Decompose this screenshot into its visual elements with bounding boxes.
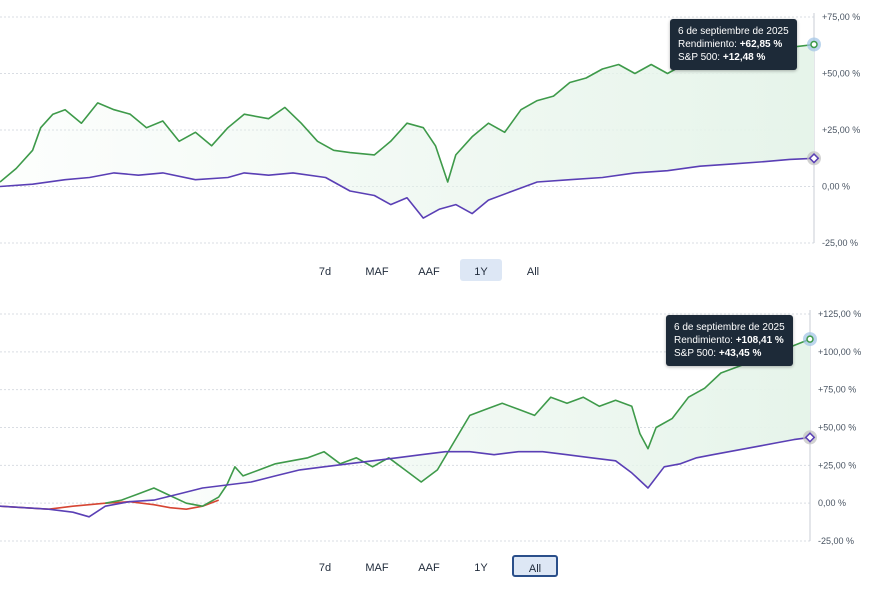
performance-chart-1y[interactable]: -25,00 % 0,00 % +25,00 % +50,00 % +75,00 % — [0, 0, 871, 260]
series-line-benchmark — [0, 157, 815, 219]
tooltip-benchmark-row: S&P 500: +43,45 % — [674, 347, 785, 360]
y-tick-label: +125,00 % — [818, 309, 861, 319]
range-button-aaf[interactable]: AAF — [408, 259, 450, 281]
tooltip-return-row: Rendimiento: +108,41 % — [674, 334, 785, 347]
outperformance-area — [105, 339, 811, 507]
tooltip-return-label: Rendimiento: — [678, 39, 737, 50]
y-tick-label: +75,00 % — [822, 12, 860, 22]
chart-tooltip-1y: 6 de septiembre de 2025 Rendimiento: +62… — [670, 19, 797, 70]
y-tick-label: +100,00 % — [818, 347, 861, 357]
y-tick-label: +25,00 % — [818, 460, 856, 470]
chart-tooltip-all: 6 de septiembre de 2025 Rendimiento: +10… — [666, 315, 793, 366]
y-tick-label: +75,00 % — [818, 385, 856, 395]
tooltip-return-label: Rendimiento: — [674, 335, 733, 346]
tooltip-benchmark-label: S&P 500: — [678, 52, 721, 63]
chart-panel-all: -25,00 % 0,00 % +25,00 % +50,00 % +75,00 % +1… — [0, 300, 871, 589]
outperformance-area — [0, 44, 814, 219]
tooltip-return-row: Rendimiento: +62,85 % — [678, 38, 789, 51]
tooltip-benchmark-label: S&P 500: — [674, 348, 717, 359]
tooltip-benchmark-value: +43,45 % — [718, 348, 762, 359]
time-range-selector-1y: 7d MAF AAF 1Y All — [304, 259, 564, 281]
range-button-aaf[interactable]: AAF — [408, 555, 450, 577]
series-line-benchmark — [0, 436, 811, 518]
y-tick-label: -25,00 % — [822, 238, 858, 248]
range-button-1y[interactable]: 1Y — [460, 555, 502, 577]
series-line-portfolio — [105, 338, 811, 507]
tooltip-return-value: +108,41 % — [735, 335, 784, 346]
range-button-maf[interactable]: MAF — [356, 259, 398, 281]
range-button-all[interactable]: All — [512, 555, 558, 577]
tooltip-benchmark-row: S&P 500: +12,48 % — [678, 51, 789, 64]
y-tick-label: +50,00 % — [818, 423, 856, 433]
tooltip-benchmark-value: +12,48 % — [722, 52, 766, 63]
end-marker-portfolio — [806, 335, 814, 343]
end-marker-benchmark — [808, 152, 820, 164]
y-tick-label: 0,00 % — [818, 498, 846, 508]
range-button-7d[interactable]: 7d — [304, 259, 346, 281]
y-tick-label: 0,00 % — [822, 182, 850, 192]
tooltip-return-value: +62,85 % — [739, 39, 783, 50]
tooltip-date: 6 de septiembre de 2025 — [674, 322, 785, 333]
range-button-7d[interactable]: 7d — [304, 555, 346, 577]
range-button-maf[interactable]: MAF — [356, 555, 398, 577]
end-marker-portfolio — [810, 40, 818, 49]
chart-panel-1y: -25,00 % 0,00 % +25,00 % +50,00 % +75,00 % 6… — [0, 0, 871, 290]
tooltip-date: 6 de septiembre de 2025 — [678, 26, 789, 37]
time-range-selector-all: 7d MAF AAF 1Y All — [304, 555, 568, 577]
y-tick-label: +50,00 % — [822, 69, 860, 79]
range-button-all[interactable]: All — [512, 259, 554, 281]
y-tick-label: -25,00 % — [818, 536, 854, 546]
range-button-1y[interactable]: 1Y — [460, 259, 502, 281]
performance-chart-all[interactable]: -25,00 % 0,00 % +25,00 % +50,00 % +75,00 % +1… — [0, 300, 871, 555]
y-tick-label: +25,00 % — [822, 125, 860, 135]
end-marker-benchmark — [804, 432, 816, 443]
